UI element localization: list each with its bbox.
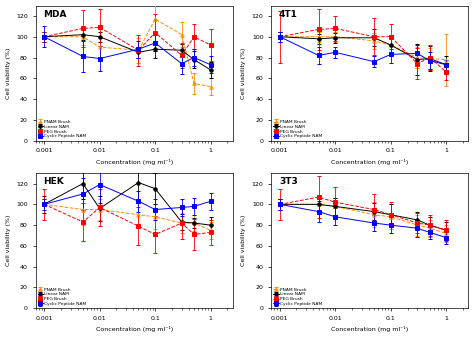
Legend: PNAM Brush, Linear NAM, PEG Brush, Cyclic Peptide NAM: PNAM Brush, Linear NAM, PEG Brush, Cycli… <box>37 119 88 139</box>
Y-axis label: Cell viability (%): Cell viability (%) <box>6 215 10 266</box>
Legend: PNAM Brush, Linear NAM, PEG Brush, Cyclic Peptide NAM: PNAM Brush, Linear NAM, PEG Brush, Cycli… <box>273 119 323 139</box>
Text: 3T3: 3T3 <box>279 177 298 186</box>
Text: MDA: MDA <box>44 9 67 19</box>
X-axis label: Concentration (mg ml⁻¹): Concentration (mg ml⁻¹) <box>331 327 409 333</box>
X-axis label: Concentration (mg ml⁻¹): Concentration (mg ml⁻¹) <box>96 327 173 333</box>
Y-axis label: Cell viability (%): Cell viability (%) <box>241 215 246 266</box>
Text: HEK: HEK <box>44 177 64 186</box>
Text: 4T1: 4T1 <box>279 9 298 19</box>
Legend: PNAM Brush, Linear NAM, PEG Brush, Cyclic Peptide NAM: PNAM Brush, Linear NAM, PEG Brush, Cycli… <box>37 287 88 307</box>
Legend: PNAM Brush, Linear NAM, PEG Brush, Cyclic Peptide NAM: PNAM Brush, Linear NAM, PEG Brush, Cycli… <box>273 287 323 307</box>
Y-axis label: Cell viability (%): Cell viability (%) <box>6 47 10 99</box>
X-axis label: Concentration (mg ml⁻¹): Concentration (mg ml⁻¹) <box>96 159 173 165</box>
Y-axis label: Cell viability (%): Cell viability (%) <box>241 47 246 99</box>
X-axis label: Concentration (mg ml⁻¹): Concentration (mg ml⁻¹) <box>331 159 409 165</box>
